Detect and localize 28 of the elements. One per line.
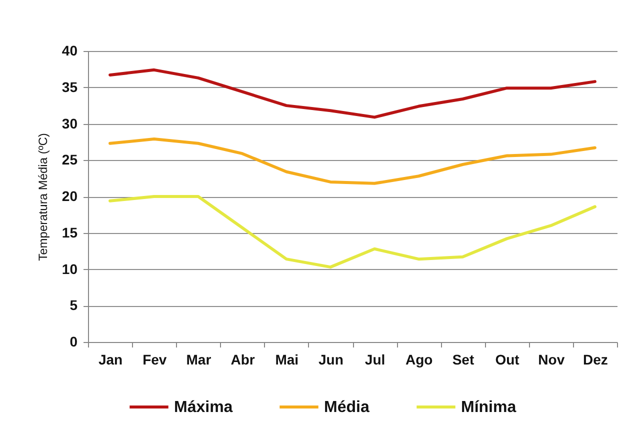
x-tick-label: Fev xyxy=(142,352,167,368)
legend-label: Máxima xyxy=(174,399,233,416)
x-tick-label: Jun xyxy=(318,352,344,368)
y-tick-label: 5 xyxy=(70,297,78,314)
legend-label: Mínima xyxy=(461,399,516,416)
y-tick-label: 20 xyxy=(62,188,78,204)
x-tick-label: Abr xyxy=(230,352,256,368)
y-tick-label: 30 xyxy=(62,115,78,132)
x-tick-label: Mar xyxy=(186,352,212,368)
y-tick-label: 0 xyxy=(70,334,78,350)
y-tick-label: 40 xyxy=(62,42,78,58)
x-tick-label: Out xyxy=(495,352,520,368)
legend-label: Média xyxy=(324,399,370,416)
line-series xyxy=(108,68,596,119)
y-tick-label: 25 xyxy=(62,152,78,168)
y-axis-title: Temperatura Média (ºC) xyxy=(36,133,50,261)
x-tick-label: Ago xyxy=(406,352,433,368)
x-tick-label: Nov xyxy=(538,352,565,368)
y-tick-label: 15 xyxy=(62,224,78,240)
x-tick-label: Set xyxy=(452,352,474,368)
line-series xyxy=(108,138,596,185)
y-tick-label: 35 xyxy=(62,78,78,95)
y-tick-label: 10 xyxy=(62,260,78,277)
x-tick-label: Jul xyxy=(364,352,386,368)
line-series xyxy=(108,195,596,269)
x-tick-label: Dez xyxy=(583,352,608,368)
x-tick-label: Mai xyxy=(275,352,299,368)
x-tick-label: Jan xyxy=(98,352,123,368)
